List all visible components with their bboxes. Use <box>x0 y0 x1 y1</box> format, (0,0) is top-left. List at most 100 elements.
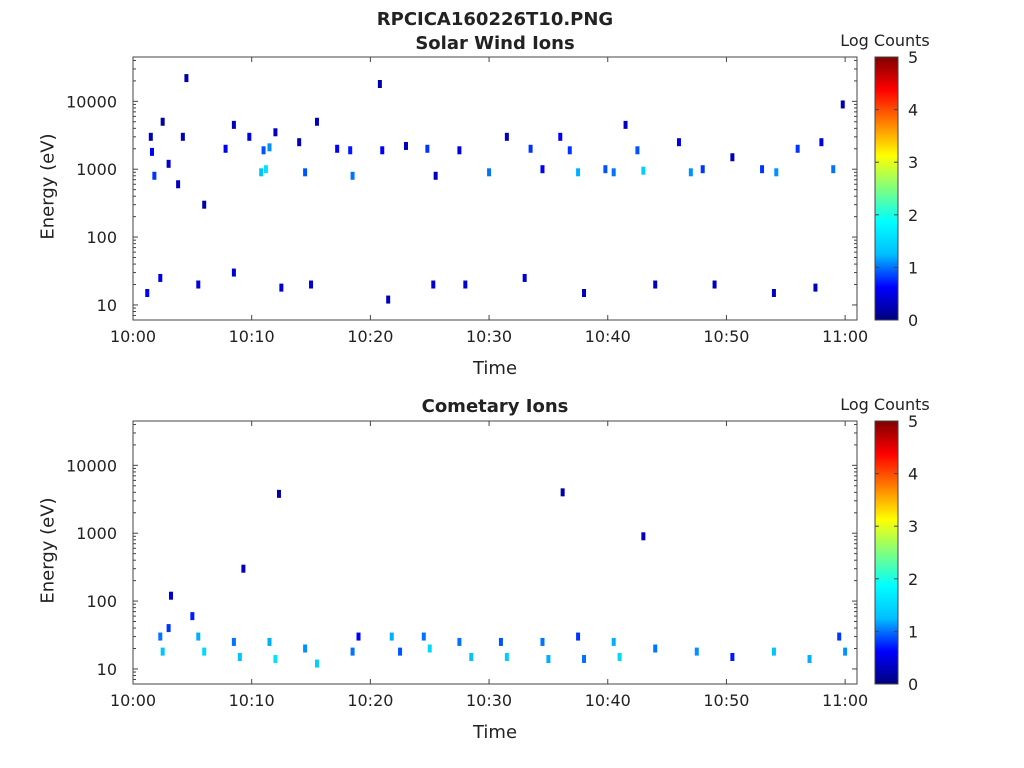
y-tick-label: 10000 <box>66 456 117 475</box>
data-cell <box>166 624 171 633</box>
data-cell <box>348 146 353 155</box>
data-cell <box>528 144 533 153</box>
data-cell <box>263 165 268 174</box>
data-cell <box>398 647 403 656</box>
x-tick-label: 10:10 <box>229 691 275 710</box>
data-cell <box>653 280 658 289</box>
data-cell <box>831 165 836 174</box>
data-cell <box>676 138 681 147</box>
figure-title: RPCICA160226T10.PNG <box>376 9 614 30</box>
x-tick-label: 10:20 <box>347 691 393 710</box>
data-cell <box>267 637 272 646</box>
data-cell <box>184 74 189 83</box>
data-cell <box>558 132 563 141</box>
data-cell <box>145 288 150 297</box>
colorbar-tick-label: 2 <box>908 206 918 225</box>
colorbar-tick-label: 4 <box>908 101 918 120</box>
data-cell <box>389 632 394 641</box>
data-cell <box>463 280 468 289</box>
data-cell <box>688 168 693 177</box>
data-cell <box>457 146 462 155</box>
plot-area-panel-1 <box>132 56 858 321</box>
data-cell <box>231 120 236 129</box>
x-tick-label: 10:50 <box>703 327 749 346</box>
data-cell <box>843 647 848 656</box>
data-cell <box>617 652 622 661</box>
data-cell <box>431 280 436 289</box>
data-cell <box>237 652 242 661</box>
data-cell <box>180 132 185 141</box>
colorbar-tick-label: 4 <box>908 465 918 484</box>
colorbar-tick-label: 2 <box>908 570 918 589</box>
data-cell <box>149 147 154 156</box>
panel-title-solar-wind: Solar Wind Ions <box>415 33 575 54</box>
data-cell <box>231 637 236 646</box>
data-cell <box>267 143 272 152</box>
data-cell <box>196 280 201 289</box>
data-cell <box>540 165 545 174</box>
data-cell <box>425 144 430 153</box>
y-tick-label: 1000 <box>76 524 117 543</box>
data-cell <box>837 632 842 641</box>
data-cell <box>611 637 616 646</box>
data-cell <box>504 652 509 661</box>
y-tick-label: 10 <box>97 660 117 679</box>
data-cell <box>469 652 474 661</box>
colorbar-tick-label: 5 <box>908 48 918 67</box>
data-cell <box>582 655 587 664</box>
data-cell <box>223 144 228 153</box>
data-cell <box>314 117 319 126</box>
x-tick-label: 10:40 <box>585 327 631 346</box>
data-cell <box>487 168 492 177</box>
data-cell <box>158 632 163 641</box>
colorbar-title-panel-1: Log Counts <box>840 31 930 50</box>
data-cell <box>611 168 616 177</box>
data-cell <box>427 644 432 653</box>
data-cell <box>623 120 628 129</box>
data-cell <box>576 168 581 177</box>
y-tick-label: 100 <box>86 228 117 247</box>
colorbar-tick-label: 0 <box>908 311 918 330</box>
data-cell <box>386 295 391 304</box>
data-cell <box>807 655 812 664</box>
data-cell <box>273 128 278 137</box>
x-tick-label: 10:00 <box>110 327 156 346</box>
data-cell <box>540 637 545 646</box>
data-cell <box>261 146 266 155</box>
xlabel-panel-1: Time <box>472 358 518 379</box>
data-cell <box>582 288 587 297</box>
plot-area-panel-2 <box>132 420 858 685</box>
data-cell <box>202 647 207 656</box>
data-cell <box>314 659 319 668</box>
data-cell <box>603 165 608 174</box>
data-cell <box>303 644 308 653</box>
data-cell <box>567 146 572 155</box>
x-tick-label: 10:30 <box>466 691 512 710</box>
data-cell <box>694 647 699 656</box>
x-tick-label: 11:00 <box>822 327 868 346</box>
x-tick-label: 10:00 <box>110 691 156 710</box>
colorbar-panel-1 <box>874 56 899 321</box>
data-cell <box>303 168 308 177</box>
x-tick-label: 10:20 <box>347 327 393 346</box>
y-tick-label: 1000 <box>76 160 117 179</box>
data-cell <box>795 144 800 153</box>
data-cell <box>297 138 302 147</box>
data-cell <box>241 564 246 573</box>
data-cell <box>498 637 503 646</box>
data-cell <box>819 138 824 147</box>
data-cell <box>276 489 281 498</box>
data-cell <box>403 141 408 150</box>
colorbar-tick-label: 5 <box>908 412 918 431</box>
data-cell <box>160 647 165 656</box>
data-cell <box>433 171 438 180</box>
data-cell <box>546 655 551 664</box>
colorbar-tick-label: 1 <box>908 622 918 641</box>
data-cell <box>356 632 361 641</box>
data-cell <box>231 268 236 277</box>
data-cell <box>166 159 171 168</box>
colorbar-tick-label: 1 <box>908 258 918 277</box>
data-cell <box>160 117 165 126</box>
data-cell <box>700 165 705 174</box>
